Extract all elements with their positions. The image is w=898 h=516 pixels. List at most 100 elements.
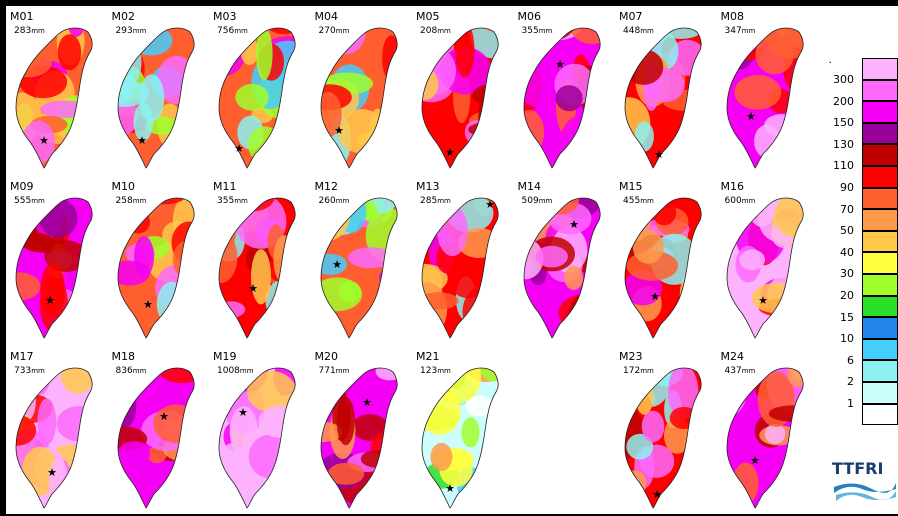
- max-rainfall-unit: mm: [539, 27, 553, 35]
- map-code: M01: [10, 10, 34, 23]
- max-rain-star-icon: ★: [569, 218, 579, 231]
- max-rainfall-value: 270: [319, 26, 336, 36]
- legend-label: 90: [840, 181, 854, 194]
- max-rainfall-unit: mm: [437, 27, 451, 35]
- max-rain-star-icon: ★: [746, 110, 756, 123]
- legend-label: 40: [840, 246, 854, 259]
- max-rainfall: 293mm: [116, 26, 147, 36]
- max-rainfall: 258mm: [116, 196, 147, 206]
- legend-label: 150: [833, 116, 854, 129]
- max-rainfall-unit: mm: [336, 197, 350, 205]
- max-rainfall-unit: mm: [640, 197, 654, 205]
- max-rainfall: 123mm: [420, 366, 451, 376]
- max-rainfall-unit: mm: [31, 197, 45, 205]
- max-rain-star-icon: ★: [750, 454, 760, 467]
- max-rainfall-unit: mm: [31, 367, 45, 375]
- max-rainfall-unit: mm: [437, 367, 451, 375]
- max-rainfall: 600mm: [725, 196, 756, 206]
- max-rain-star-icon: ★: [238, 406, 248, 419]
- legend-label: 1: [847, 397, 854, 410]
- map-cell-m09: ★ M09 555mm: [6, 176, 106, 346]
- max-rainfall-value: 293: [116, 26, 133, 36]
- legend-label: 130: [833, 138, 854, 151]
- max-rainfall-value: 123: [420, 366, 437, 376]
- max-rainfall-unit: mm: [539, 197, 553, 205]
- ttfri-logo: TTFRI: [832, 459, 898, 507]
- legend-swatch: [862, 382, 898, 404]
- max-rainfall-unit: mm: [234, 27, 248, 35]
- max-rainfall-unit: mm: [234, 197, 248, 205]
- legend-label: 2: [847, 375, 854, 388]
- max-rainfall-value: 756: [217, 26, 234, 36]
- map-code: M03: [213, 10, 237, 23]
- legend-swatch: [862, 231, 898, 253]
- map-cell-m11: ★ M11 355mm: [209, 176, 309, 346]
- max-rain-star-icon: ★: [654, 148, 664, 161]
- map-code: M02: [112, 10, 136, 23]
- legend-label: 10: [840, 332, 854, 345]
- legend-label: 30: [840, 267, 854, 280]
- map-code: M17: [10, 350, 34, 363]
- map-code: M24: [721, 350, 745, 363]
- map-cell-m14: ★ M14 509mm: [514, 176, 614, 346]
- max-rainfall-value: 260: [319, 196, 336, 206]
- legend-label: 110: [833, 159, 854, 172]
- max-rainfall-value: 355: [217, 196, 234, 206]
- max-rainfall-value: 283: [14, 26, 31, 36]
- max-rain-star-icon: ★: [39, 134, 49, 147]
- map-cell-m24: ★ M24 437mm: [717, 346, 817, 516]
- map-code: M18: [112, 350, 136, 363]
- legend-swatch: [862, 404, 898, 426]
- max-rainfall-value: 448: [623, 26, 640, 36]
- map-cell-m08: ★ M08 347mm: [717, 6, 817, 176]
- max-rainfall: 172mm: [623, 366, 654, 376]
- legend-label: 50: [840, 224, 854, 237]
- map-code: M10: [112, 180, 136, 193]
- map-code: M19: [213, 350, 237, 363]
- max-rainfall-unit: mm: [640, 367, 654, 375]
- legend-label: 200: [833, 95, 854, 108]
- map-cell-m01: ★ M01 283mm: [6, 6, 106, 176]
- map-code: M15: [619, 180, 643, 193]
- legend-swatch: [862, 123, 898, 145]
- max-rainfall: 285mm: [420, 196, 451, 206]
- max-rainfall-value: 285: [420, 196, 437, 206]
- max-rainfall: 555mm: [14, 196, 45, 206]
- max-rainfall: 260mm: [319, 196, 350, 206]
- legend-label: 6: [847, 354, 854, 367]
- map-code: M08: [721, 10, 745, 23]
- map-cell-m07: ★ M07 448mm: [615, 6, 715, 176]
- max-rainfall-value: 172: [623, 366, 640, 376]
- legend-title-mark: .: [829, 53, 833, 66]
- legend-label: 15: [840, 311, 854, 324]
- max-rainfall-unit: mm: [437, 197, 451, 205]
- map-cell-m02: ★ M02 293mm: [108, 6, 208, 176]
- map-code: M13: [416, 180, 440, 193]
- map-cell-m17: ★ M17 733mm: [6, 346, 106, 516]
- map-cell-m20: ★ M20 771mm: [311, 346, 411, 516]
- max-rainfall: 270mm: [319, 26, 350, 36]
- max-rainfall: 347mm: [725, 26, 756, 36]
- max-rainfall: 355mm: [217, 196, 248, 206]
- max-rainfall: 448mm: [623, 26, 654, 36]
- max-rain-star-icon: ★: [445, 482, 455, 495]
- map-code: M07: [619, 10, 643, 23]
- max-rain-star-icon: ★: [137, 134, 147, 147]
- map-cell-m23: ★ M23 172mm: [615, 346, 715, 516]
- legend-swatch: [862, 144, 898, 166]
- map-code: M05: [416, 10, 440, 23]
- legend-label: 70: [840, 203, 854, 216]
- map-cell-m21: ★ M21 123mm: [412, 346, 512, 516]
- max-rainfall-unit: mm: [742, 367, 756, 375]
- max-rain-star-icon: ★: [485, 198, 495, 211]
- max-rainfall-unit: mm: [133, 197, 147, 205]
- max-rainfall: 836mm: [116, 366, 147, 376]
- map-cell-m19: ★ M19 1008mm: [209, 346, 309, 516]
- max-rainfall-value: 733: [14, 366, 31, 376]
- max-rainfall-unit: mm: [336, 27, 350, 35]
- map-code: M12: [315, 180, 339, 193]
- max-rainfall: 208mm: [420, 26, 451, 36]
- max-rainfall-value: 258: [116, 196, 133, 206]
- map-cell-m06: ★ M06 355mm: [514, 6, 614, 176]
- legend-swatch: [862, 80, 898, 102]
